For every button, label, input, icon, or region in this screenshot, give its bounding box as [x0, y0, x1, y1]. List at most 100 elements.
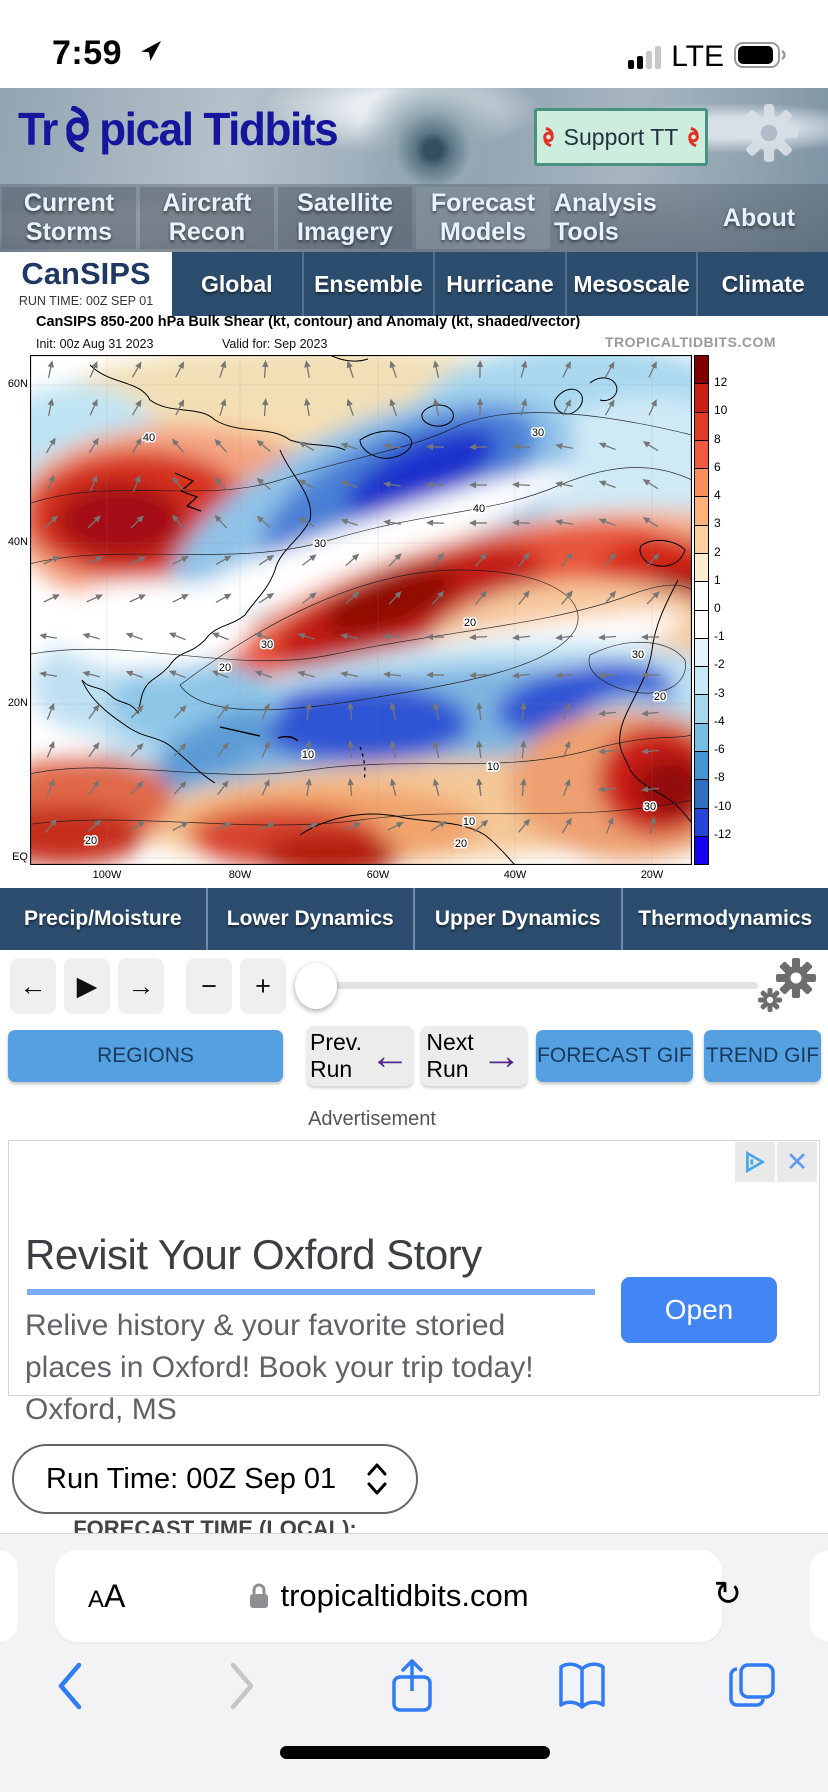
- model-tab-mesoscale[interactable]: Mesoscale: [564, 252, 697, 316]
- adchoices-icon[interactable]: [735, 1142, 775, 1182]
- colorbar-segment: [695, 694, 708, 723]
- settings-gear-icon[interactable]: [738, 102, 800, 169]
- colorbar-segment: [695, 496, 708, 525]
- site-logo[interactable]: Tr pical Tidbits: [18, 102, 339, 156]
- field-tab-lower-dynamics[interactable]: Lower Dynamics: [205, 888, 414, 950]
- contour-label: 20: [455, 838, 467, 850]
- lat-label: EQ: [12, 851, 28, 863]
- ad-close-icon[interactable]: ✕: [777, 1142, 817, 1182]
- nav-item-label: Imagery: [297, 218, 393, 246]
- colorbar: [694, 355, 709, 865]
- nav-item-forecast-models[interactable]: Forecast Models: [416, 187, 550, 249]
- colorbar-label: 4: [714, 488, 721, 503]
- model-id: CanSIPS RUN TIME: 00Z SEP 01: [0, 252, 172, 316]
- colorbar-label: -12: [714, 826, 732, 841]
- contour-label: 40: [143, 432, 155, 444]
- ad-open-button[interactable]: Open: [621, 1277, 777, 1343]
- contour-label: 10: [463, 816, 475, 828]
- lon-label: 40W: [503, 869, 527, 881]
- contour-label: 30: [532, 427, 544, 439]
- forward-button[interactable]: [212, 1656, 272, 1716]
- play-button[interactable]: ▶: [64, 958, 110, 1014]
- colorbar-segment: [695, 581, 708, 610]
- nav-item-analysis-tools[interactable]: Analysis Tools: [554, 187, 688, 249]
- frame-slider-track[interactable]: [300, 982, 758, 989]
- colorbar-segment: [695, 468, 708, 497]
- ad-headline[interactable]: Revisit Your Oxford Story: [25, 1231, 482, 1278]
- support-tt-button[interactable]: Support TT: [534, 108, 708, 166]
- trend-gif-button[interactable]: TREND GIF: [704, 1030, 821, 1082]
- lon-label: 20W: [640, 869, 664, 881]
- prev-run-label: Prev. Run: [310, 1029, 362, 1082]
- colorbar-segment: [695, 666, 708, 695]
- zoom-out-button[interactable]: −: [186, 958, 232, 1014]
- reader-options-button[interactable]: AA: [88, 1578, 126, 1614]
- step-forward-button[interactable]: →: [118, 958, 164, 1014]
- colorbar-label: 0: [714, 601, 721, 615]
- share-icon[interactable]: [382, 1656, 442, 1716]
- nav-item-aircraft-recon[interactable]: Aircraft Recon: [140, 187, 274, 249]
- map-title: CanSIPS 850-200 hPa Bulk Shear (kt, cont…: [36, 314, 581, 330]
- coastlines: [81, 355, 692, 865]
- next-run-button[interactable]: Next Run →: [421, 1026, 527, 1086]
- bookmarks-icon[interactable]: [552, 1656, 612, 1716]
- nav-item-current-storms[interactable]: Current Storms: [2, 187, 136, 249]
- model-run-time: RUN TIME: 00Z SEP 01: [18, 294, 154, 308]
- run-time-value: Run Time: 00Z Sep 01: [46, 1462, 337, 1495]
- battery-icon: [734, 41, 788, 73]
- nav-item-label: Satellite: [297, 189, 393, 217]
- nav-item-label: About: [722, 203, 796, 232]
- ios-status-bar: 7:59 LTE: [0, 0, 828, 88]
- address-bar[interactable]: tropicaltidbits.com: [55, 1550, 722, 1642]
- field-tab-thermodynamics[interactable]: Thermodynamics: [620, 888, 828, 950]
- url-text: tropicaltidbits.com: [280, 1578, 529, 1613]
- ad-body-text: Relive history & your favorite storied pl…: [25, 1309, 534, 1426]
- colorbar-segment: [695, 552, 708, 582]
- colorbar-label: -3: [714, 685, 725, 700]
- wind-vectors: [39, 360, 660, 834]
- nav-item-satellite-imagery[interactable]: Satellite Imagery: [278, 187, 412, 249]
- nav-item-label: Recon: [168, 218, 246, 246]
- model-tab-climate[interactable]: Climate: [696, 252, 828, 316]
- tabs-icon[interactable]: [722, 1656, 782, 1716]
- next-run-arrow-icon: →: [481, 1033, 522, 1078]
- safari-bottom-bar: tropicaltidbits.com AA ↻: [0, 1533, 828, 1792]
- storm-icon: [542, 127, 554, 147]
- next-tab-stub[interactable]: [810, 1550, 828, 1642]
- back-button[interactable]: [40, 1656, 100, 1716]
- colorbar-segment: [695, 807, 708, 836]
- home-indicator: [280, 1746, 550, 1759]
- field-tab-precip-moisture[interactable]: Precip/Moisture: [23, 907, 182, 930]
- lat-label: 40N: [7, 536, 28, 548]
- model-tab-global[interactable]: Global: [172, 252, 302, 316]
- run-time-select[interactable]: Run Time: 00Z Sep 01: [12, 1444, 418, 1514]
- step-back-button[interactable]: ←: [10, 958, 56, 1014]
- prev-tab-stub[interactable]: [0, 1550, 18, 1642]
- map-valid-label: Valid for: Sep 2023: [222, 337, 328, 351]
- hurricane-logo-icon: [66, 106, 90, 152]
- contour-label: 20: [219, 662, 231, 674]
- forecast-gif-button[interactable]: FORECAST GIF: [536, 1030, 693, 1082]
- colorbar-segment: [695, 411, 708, 440]
- zoom-in-button[interactable]: +: [240, 958, 286, 1014]
- regions-button[interactable]: REGIONS: [8, 1030, 283, 1082]
- prev-run-arrow-icon: ←: [369, 1033, 410, 1078]
- map-settings-gears-icon[interactable]: [756, 956, 816, 1016]
- contour-label: 30: [261, 639, 273, 651]
- model-tab-ensemble[interactable]: Ensemble: [301, 252, 434, 316]
- prev-run-button[interactable]: Prev. Run ←: [307, 1026, 413, 1086]
- contour-label: 30: [632, 649, 644, 661]
- nav-item-about[interactable]: About: [692, 187, 826, 249]
- nav-item-label: Aircraft: [162, 189, 252, 217]
- map-watermark: TROPICALTIDBITS.COM: [604, 334, 776, 350]
- contour-label: 10: [302, 749, 314, 761]
- field-category-tabs: Precip/Moisture Lower Dynamics Upper Dynam…: [0, 888, 828, 950]
- reload-button[interactable]: ↻: [713, 1575, 743, 1613]
- field-tab-upper-dynamics[interactable]: Upper Dynamics: [413, 888, 621, 950]
- model-tab-hurricane[interactable]: Hurricane: [433, 252, 565, 316]
- ad-container[interactable]: ✕ Revisit Your Oxford Story Relive histo…: [8, 1140, 820, 1426]
- frame-slider-thumb[interactable]: [295, 963, 337, 1009]
- colorbar-label: 3: [714, 516, 721, 531]
- colorbar-segment: [695, 439, 708, 469]
